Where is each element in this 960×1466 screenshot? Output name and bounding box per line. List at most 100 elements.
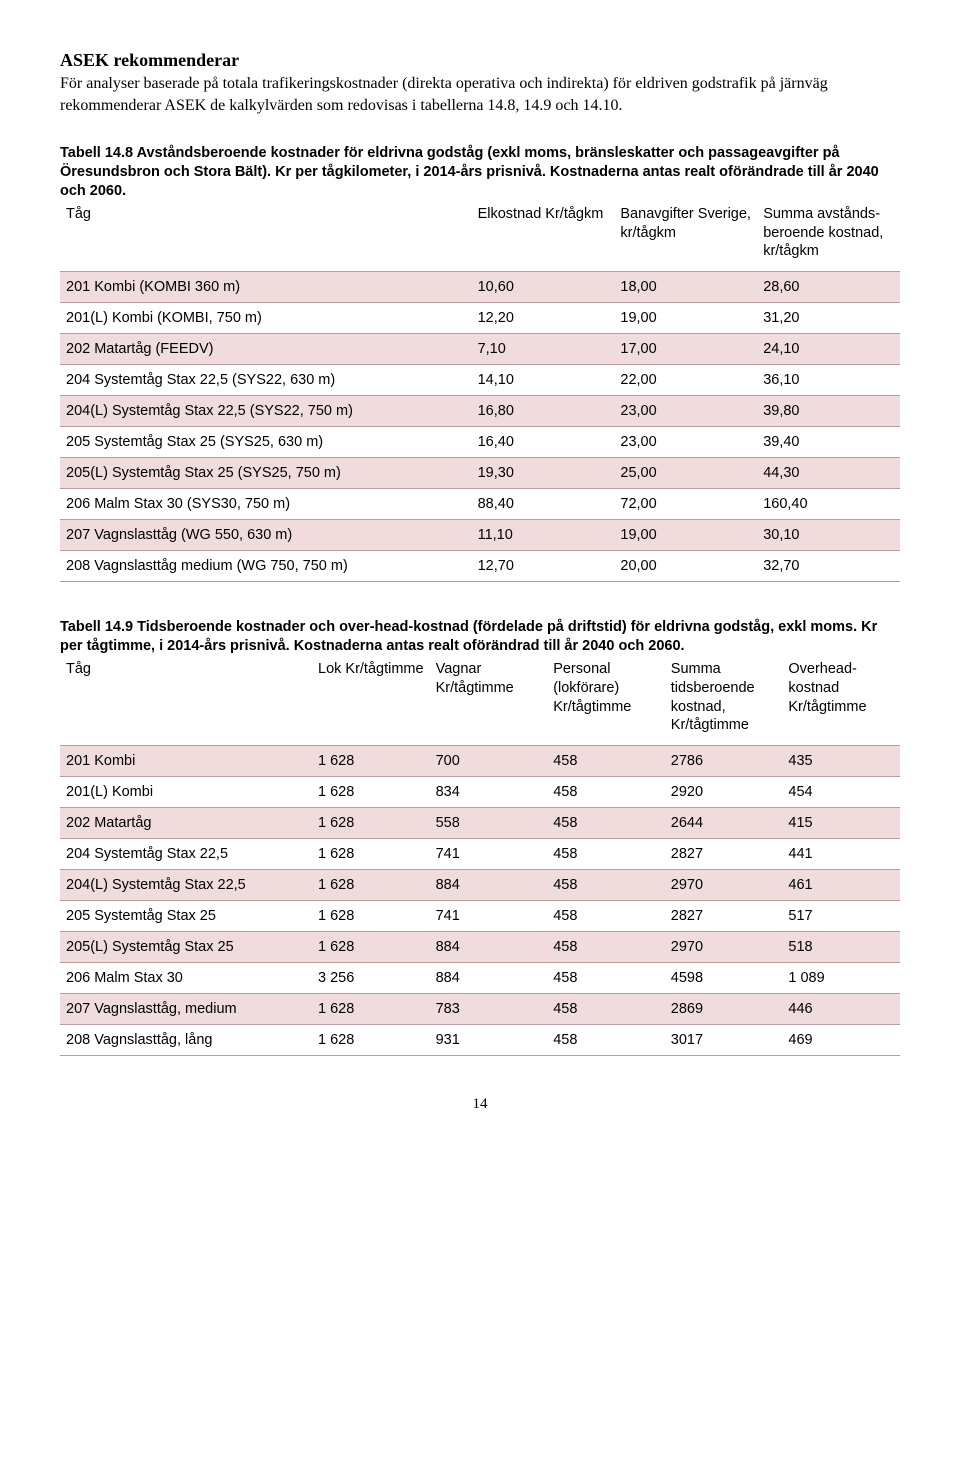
table-cell: 19,00 [614, 520, 757, 551]
table1-col1: Elkostnad Kr/tågkm [472, 201, 615, 272]
table-cell: 88,40 [472, 489, 615, 520]
table1-col3: Summa avstånds-beroende kostnad, kr/tågk… [757, 201, 900, 272]
table-cell: 1 628 [312, 839, 430, 870]
table-row: 208 Vagnslasttåg, lång1 6289314583017469 [60, 1025, 900, 1056]
intro-paragraph: För analyser baserade på totala trafiker… [60, 73, 900, 116]
table-cell: 12,70 [472, 551, 615, 582]
table-cell: 202 Matartåg (FEEDV) [60, 334, 472, 365]
table-cell: 201(L) Kombi [60, 777, 312, 808]
table-row: 204(L) Systemtåg Stax 22,5 (SYS22, 750 m… [60, 396, 900, 427]
table-cell: 458 [547, 870, 665, 901]
table-cell: 458 [547, 777, 665, 808]
table-cell: 458 [547, 746, 665, 777]
table2-col2: Vagnar Kr/tågtimme [430, 656, 548, 746]
table-cell: 19,30 [472, 458, 615, 489]
table2-col0: Tåg [60, 656, 312, 746]
table-row: 205(L) Systemtåg Stax 25 (SYS25, 750 m)1… [60, 458, 900, 489]
table1-caption: Tabell 14.8 Avståndsberoende kostnader f… [60, 144, 900, 201]
table-row: 206 Malm Stax 30 (SYS30, 750 m)88,4072,0… [60, 489, 900, 520]
table2-caption: Tabell 14.9 Tidsberoende kostnader och o… [60, 618, 900, 656]
table-cell: 469 [782, 1025, 900, 1056]
table-cell: 931 [430, 1025, 548, 1056]
table-cell: 207 Vagnslasttåg (WG 550, 630 m) [60, 520, 472, 551]
table-row: 204(L) Systemtåg Stax 22,51 628884458297… [60, 870, 900, 901]
table-row: 205 Systemtåg Stax 251 6287414582827517 [60, 901, 900, 932]
table-cell: 18,00 [614, 272, 757, 303]
table-cell: 884 [430, 963, 548, 994]
table-row: 204 Systemtåg Stax 22,51 628741458282744… [60, 839, 900, 870]
table-row: 201 Kombi1 6287004582786435 [60, 746, 900, 777]
table-cell: 36,10 [757, 365, 900, 396]
table-cell: 884 [430, 932, 548, 963]
table2-col4: Summa tidsberoende kostnad, Kr/tågtimme [665, 656, 783, 746]
table2-col5: Overhead-kostnad Kr/tågtimme [782, 656, 900, 746]
table-cell: 458 [547, 1025, 665, 1056]
table1-body: 201 Kombi (KOMBI 360 m)10,6018,0028,6020… [60, 272, 900, 582]
table-cell: 44,30 [757, 458, 900, 489]
table-cell: 741 [430, 901, 548, 932]
table2-head: Tåg Lok Kr/tågtimme Vagnar Kr/tågtimme P… [60, 656, 900, 746]
table-cell: 201 Kombi (KOMBI 360 m) [60, 272, 472, 303]
table-cell: 12,20 [472, 303, 615, 334]
table-cell: 4598 [665, 963, 783, 994]
table1-head: Tåg Elkostnad Kr/tågkm Banavgifter Sveri… [60, 201, 900, 272]
table-cell: 205(L) Systemtåg Stax 25 (SYS25, 750 m) [60, 458, 472, 489]
page-number: 14 [60, 1096, 900, 1113]
table-row: 204 Systemtåg Stax 22,5 (SYS22, 630 m)14… [60, 365, 900, 396]
table-row: 205(L) Systemtåg Stax 251 62888445829705… [60, 932, 900, 963]
table-cell: 208 Vagnslasttåg medium (WG 750, 750 m) [60, 551, 472, 582]
table-cell: 207 Vagnslasttåg, medium [60, 994, 312, 1025]
table-row: 201(L) Kombi1 6288344582920454 [60, 777, 900, 808]
table2-col1: Lok Kr/tågtimme [312, 656, 430, 746]
table-cell: 17,00 [614, 334, 757, 365]
table-cell: 458 [547, 901, 665, 932]
table-cell: 208 Vagnslasttåg, lång [60, 1025, 312, 1056]
table-cell: 7,10 [472, 334, 615, 365]
table-cell: 2827 [665, 839, 783, 870]
table-cell: 1 628 [312, 901, 430, 932]
table2-body: 201 Kombi1 6287004582786435201(L) Kombi1… [60, 746, 900, 1056]
table-cell: 834 [430, 777, 548, 808]
table-cell: 558 [430, 808, 548, 839]
table-cell: 783 [430, 994, 548, 1025]
table-14-8: Tåg Elkostnad Kr/tågkm Banavgifter Sveri… [60, 201, 900, 583]
table-cell: 202 Matartåg [60, 808, 312, 839]
table-row: 208 Vagnslasttåg medium (WG 750, 750 m)1… [60, 551, 900, 582]
table-row: 201(L) Kombi (KOMBI, 750 m)12,2019,0031,… [60, 303, 900, 334]
table1-col2: Banavgifter Sverige, kr/tågkm [614, 201, 757, 272]
table-cell: 884 [430, 870, 548, 901]
table-cell: 19,00 [614, 303, 757, 334]
table-cell: 458 [547, 994, 665, 1025]
table-cell: 446 [782, 994, 900, 1025]
table-cell: 1 628 [312, 932, 430, 963]
table-row: 207 Vagnslasttåg (WG 550, 630 m)11,1019,… [60, 520, 900, 551]
table-cell: 201(L) Kombi (KOMBI, 750 m) [60, 303, 472, 334]
table-cell: 30,10 [757, 520, 900, 551]
table-row: 201 Kombi (KOMBI 360 m)10,6018,0028,60 [60, 272, 900, 303]
table-cell: 206 Malm Stax 30 (SYS30, 750 m) [60, 489, 472, 520]
table-cell: 204 Systemtåg Stax 22,5 (SYS22, 630 m) [60, 365, 472, 396]
table-cell: 205 Systemtåg Stax 25 [60, 901, 312, 932]
table-cell: 2920 [665, 777, 783, 808]
table-cell: 454 [782, 777, 900, 808]
table-cell: 1 089 [782, 963, 900, 994]
table-cell: 3017 [665, 1025, 783, 1056]
table-cell: 741 [430, 839, 548, 870]
table-cell: 32,70 [757, 551, 900, 582]
table-cell: 2644 [665, 808, 783, 839]
table-cell: 458 [547, 839, 665, 870]
table-cell: 31,20 [757, 303, 900, 334]
table-cell: 23,00 [614, 427, 757, 458]
table-cell: 20,00 [614, 551, 757, 582]
table-cell: 2970 [665, 870, 783, 901]
table-cell: 458 [547, 963, 665, 994]
table-cell: 2827 [665, 901, 783, 932]
table-cell: 16,80 [472, 396, 615, 427]
table-cell: 461 [782, 870, 900, 901]
table-cell: 24,10 [757, 334, 900, 365]
table-row: 202 Matartåg (FEEDV)7,1017,0024,10 [60, 334, 900, 365]
table-cell: 2786 [665, 746, 783, 777]
table-cell: 204 Systemtåg Stax 22,5 [60, 839, 312, 870]
table-cell: 206 Malm Stax 30 [60, 963, 312, 994]
table-cell: 205 Systemtåg Stax 25 (SYS25, 630 m) [60, 427, 472, 458]
